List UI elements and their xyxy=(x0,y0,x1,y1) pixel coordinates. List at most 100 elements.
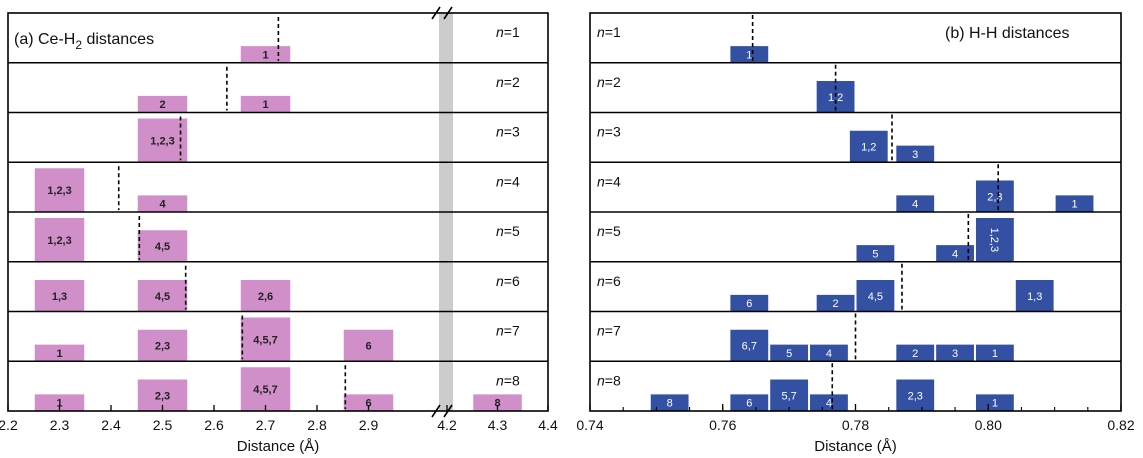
bar-label: 1 xyxy=(56,398,62,410)
bar-label: 4,5,7 xyxy=(253,334,277,346)
bar-label: 2,3 xyxy=(155,341,170,353)
x-tick-label: 2.5 xyxy=(153,417,173,433)
panel-a-ce-h2-distances: 1 n=1 2 1 n=2 1,2,3 n=3 1,2,3 4 n=4 1,2,3 4,5 n=5 1,3… xyxy=(0,6,558,455)
bar-label: 5 xyxy=(786,348,792,360)
bar-label: 1,2,3 xyxy=(988,228,1000,252)
bar-label: 2,6 xyxy=(258,291,273,303)
row-label: n=8 xyxy=(496,372,520,388)
break-mark xyxy=(443,6,453,20)
bar-row3-2 xyxy=(896,145,935,163)
bar-label: 1 xyxy=(992,398,998,410)
row-label: n=3 xyxy=(496,124,520,140)
bar-row7-2 xyxy=(770,344,809,362)
x-tick-label: 2.8 xyxy=(307,417,327,433)
bar-row4-1 xyxy=(34,168,85,212)
bar-label: 6 xyxy=(746,398,752,410)
row-label: n=4 xyxy=(597,173,621,189)
row-label: n=6 xyxy=(496,273,520,289)
bar-label: 3 xyxy=(952,348,958,360)
bar-label: 1,3 xyxy=(52,291,67,303)
bar-label: 1,2,3 xyxy=(47,235,71,247)
bar-label: 6 xyxy=(365,398,371,410)
bar-row4-2 xyxy=(137,195,188,212)
row-label: n=7 xyxy=(597,323,621,339)
bar-row8-6 xyxy=(975,394,1014,411)
x-tick-label: 2.7 xyxy=(256,417,276,433)
row-label: n=5 xyxy=(597,223,621,239)
bar-row5-1 xyxy=(856,245,895,262)
bar-row3-1 xyxy=(849,130,888,163)
bar-label: 4 xyxy=(912,199,918,211)
row-label: n=2 xyxy=(597,74,621,90)
bar-label: 4,5 xyxy=(868,291,883,303)
bar-label: 5 xyxy=(872,248,878,260)
bar-row7-1 xyxy=(34,344,85,362)
bar-label: 1 xyxy=(262,49,268,61)
row-label: n=3 xyxy=(597,124,621,140)
row-label: n=8 xyxy=(597,372,621,388)
row-label: n=2 xyxy=(496,74,520,90)
x-tick-label: 2.3 xyxy=(50,417,70,433)
bar-row7-1 xyxy=(730,329,769,362)
bar-row7-3 xyxy=(240,317,291,362)
bar-row6-2 xyxy=(816,294,855,312)
x-tick-label: 2.4 xyxy=(101,417,121,433)
bar-label: 5,7 xyxy=(781,390,796,402)
bar-row2-1 xyxy=(137,95,188,113)
bar-label: 8 xyxy=(667,398,673,410)
bar-label: 1 xyxy=(1071,199,1077,211)
x-axis-label: Distance (Å) xyxy=(814,438,897,455)
bar-row7-4 xyxy=(343,329,394,362)
bar-row2-2 xyxy=(240,95,291,113)
x-tick-label: 0.76 xyxy=(709,417,736,433)
panel-frame xyxy=(7,12,549,412)
row-label: n=4 xyxy=(496,173,520,189)
row-label: n=7 xyxy=(496,323,520,339)
bar-row8-1 xyxy=(650,394,689,411)
panel-b-h-h-distances: 1 n=1 1,2 n=2 1,2 3 n=3 4 2,3 1 n=4 5 4 1,2,3 n=5 6 2 4,5… xyxy=(576,12,1135,455)
bar-row7-4 xyxy=(896,344,935,362)
bar-row5-2 xyxy=(137,230,188,262)
break-mark xyxy=(443,404,453,418)
bar-label: 1 xyxy=(992,348,998,360)
bar-row7-3 xyxy=(810,344,848,362)
bar-label: 1 xyxy=(746,49,752,61)
bar-label: 8 xyxy=(494,398,500,410)
bar-label: 1 xyxy=(56,348,62,360)
bar-label: 4,5 xyxy=(155,291,170,303)
bar-row1-1 xyxy=(240,46,291,63)
break-mark xyxy=(431,404,441,418)
bar-row8-4 xyxy=(810,394,848,411)
bar-row5-3 xyxy=(975,218,1014,262)
x-tick-label: 4.3 xyxy=(488,417,508,433)
x-tick-label: 2.9 xyxy=(359,417,379,433)
bar-label: 2 xyxy=(833,298,839,310)
bar-row8-5 xyxy=(896,379,935,411)
bar-label: 1,2 xyxy=(828,92,843,104)
bar-row6-1 xyxy=(34,280,85,312)
bar-row3-1 xyxy=(137,118,188,163)
panel-a-title: (a) Ce-H2 distances xyxy=(14,31,154,52)
bar-label: 2,3 xyxy=(908,390,923,402)
bar-label: 4,5,7 xyxy=(253,384,277,396)
row-label: n=5 xyxy=(496,223,520,239)
panel-b-title: (b) H-H distances xyxy=(945,25,1069,42)
bar-row6-4 xyxy=(1015,280,1054,312)
break-mark xyxy=(431,6,441,20)
bar-row6-2 xyxy=(137,280,188,312)
bar-row8-4 xyxy=(343,394,394,411)
bar-row4-2 xyxy=(975,180,1014,212)
bar-label: 6 xyxy=(746,298,752,310)
x-tick-label: 0.80 xyxy=(975,417,1002,433)
bar-label: 1,2,3 xyxy=(47,185,71,197)
x-tick-label: 0.78 xyxy=(842,417,869,433)
row-label: n=6 xyxy=(597,273,621,289)
bar-label: 2 xyxy=(159,99,165,111)
bar-row8-5 xyxy=(473,394,522,411)
bar-label: 6,7 xyxy=(742,341,757,353)
bar-label: 2,3 xyxy=(155,390,170,402)
row-label: n=1 xyxy=(597,24,621,40)
bar-row5-1 xyxy=(34,218,85,262)
bar-row4-3 xyxy=(1055,195,1094,212)
bar-label: 4 xyxy=(952,248,958,260)
